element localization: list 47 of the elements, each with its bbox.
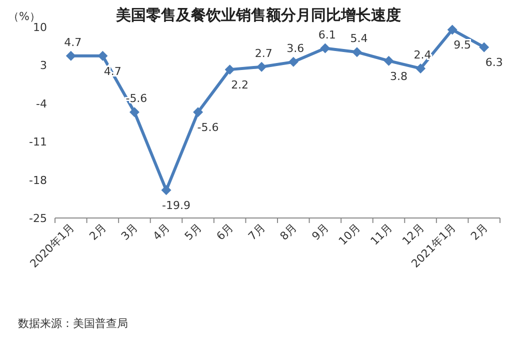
point [416, 63, 426, 74]
data-label: 9.5 [454, 38, 472, 52]
data-label: 6.1 [318, 28, 336, 42]
data-label: 5.4 [350, 32, 368, 46]
source-note: 数据来源：美国普查局 [18, 317, 128, 330]
x-tick-label: 11月 [368, 220, 395, 248]
x-tick-label: 2月 [86, 220, 109, 243]
point [66, 50, 76, 61]
data-label: 3.6 [286, 42, 304, 55]
y-tick-label: -18 [29, 174, 47, 187]
x-tick-label: 4月 [150, 220, 172, 243]
point [352, 47, 362, 58]
point [447, 24, 458, 35]
x-tick-label: 5月 [182, 220, 204, 243]
y-axis-title: （%） [8, 10, 40, 23]
point [98, 50, 108, 61]
x-tick-label: 8月 [278, 220, 300, 243]
data-label: 2.7 [254, 46, 272, 60]
data-label: 2.4 [414, 48, 432, 62]
data-label: 3.8 [390, 70, 408, 83]
point [256, 62, 267, 72]
data-label: -5.6 [197, 121, 219, 134]
data-label: 4.7 [64, 36, 82, 49]
chart-title: 美国零售及餐饮业销售额分月同比增长速度 [115, 6, 401, 24]
point [384, 56, 394, 66]
point [161, 185, 172, 196]
data-label: 2.2 [231, 78, 249, 92]
y-tick-label: -11 [29, 136, 47, 149]
x-tick-label: 12月 [400, 220, 427, 248]
x-tick-label: 6月 [214, 220, 236, 243]
point [193, 107, 204, 118]
data-label: -19.9 [162, 199, 190, 212]
y-tick-label: -25 [29, 212, 47, 225]
data-label: 6.3 [485, 56, 503, 70]
point [320, 43, 330, 54]
y-tick-label: 10 [33, 21, 47, 34]
point [129, 107, 140, 118]
y-tick-label: 3 [40, 59, 47, 72]
x-tick-label: 3月 [118, 220, 141, 243]
y-tick-label: -4 [36, 97, 47, 110]
x-tick-label: 7月 [246, 220, 268, 243]
point [224, 64, 235, 75]
point [479, 42, 490, 52]
x-tick-label: 10月 [336, 220, 364, 248]
x-tick-label: 9月 [309, 220, 332, 243]
point [288, 56, 298, 67]
x-tick-label: 2月 [468, 220, 490, 243]
